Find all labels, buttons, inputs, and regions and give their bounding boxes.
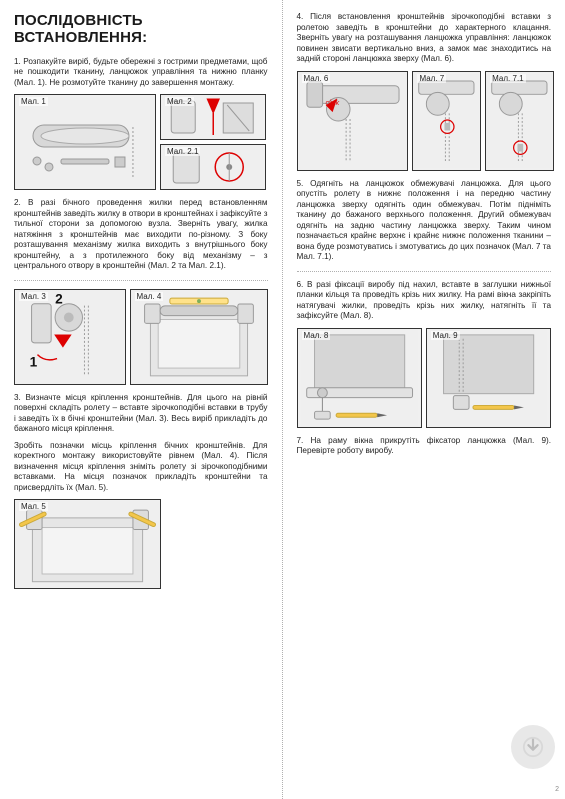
fig-label: Мал. 4: [135, 292, 164, 301]
svg-text:2: 2: [55, 291, 63, 306]
figure-5: Мал. 5: [14, 499, 161, 589]
figure-9: Мал. 9: [426, 328, 551, 428]
fig-label: Мал. 2.1: [165, 147, 200, 156]
fig-row-4: Мал. 6 click Мал. 7: [297, 71, 552, 171]
section-divider: [14, 280, 268, 281]
svg-text:1: 1: [30, 354, 38, 369]
fig6-illustration: [298, 72, 408, 170]
figure-6: Мал. 6 click: [297, 71, 409, 171]
step-3b-text: Зробіть позначки місць кріплення бічних …: [14, 441, 268, 494]
fig-label: Мал. 1: [19, 97, 48, 106]
figure-3: Мал. 3 1 2: [14, 289, 126, 385]
step-4-text: 4. Після встановлення кронштейнів зірочк…: [297, 12, 552, 65]
step-2-text: 2. В разі бічного проведення жилки перед…: [14, 198, 268, 272]
fig-row-3: Мал. 5: [14, 499, 268, 589]
fig-row-5: Мал. 8 Мал. 9: [297, 328, 552, 428]
fig-row-2: Мал. 3 1 2 Мал. 4: [14, 289, 268, 385]
figure-2: Мал. 2: [160, 94, 266, 140]
figure-1: Мал. 1: [14, 94, 156, 190]
fig-label: Мал. 2: [165, 97, 194, 106]
figure-2-1: Мал. 2.1: [160, 144, 266, 190]
fig-label: Мал. 9: [431, 331, 460, 340]
figure-8: Мал. 8: [297, 328, 422, 428]
figure-4: Мал. 4: [130, 289, 268, 385]
step-6-text: 6. В разі фіксації виробу під нахил, вст…: [297, 280, 552, 322]
figure-7-1: Мал. 7.1: [485, 71, 554, 171]
fig-label: Мал. 3: [19, 292, 48, 301]
fig-stack-2: Мал. 2 Мал. 2.1: [160, 94, 266, 190]
fig-label: Мал. 8: [302, 331, 331, 340]
watermark-icon: [511, 725, 555, 769]
fig-label: Мал. 7.1: [490, 74, 525, 83]
fig9-illustration: [427, 329, 550, 427]
click-label: click: [326, 100, 340, 107]
fig5-illustration: [15, 500, 160, 588]
step-1-text: 1. Розпакуйте виріб, будьте обережні з г…: [14, 57, 268, 89]
fig71-illustration: [486, 72, 553, 170]
fig-label: Мал. 7: [417, 74, 446, 83]
fig3-illustration: 1 2: [15, 290, 125, 384]
step-5-text: 5. Одягніть на ланцюжок обмежувачі ланцю…: [297, 179, 552, 263]
step-3a-text: 3. Визначте місця кріплення кронштейнів.…: [14, 393, 268, 435]
section-divider: [297, 271, 552, 272]
page-title: ПОСЛІДОВНІСТЬ ВСТАНОВЛЕННЯ:: [14, 12, 268, 47]
step-7-text: 7. На раму вікна прикрутіть фіксатор лан…: [297, 436, 552, 457]
right-column: 4. Після встановлення кронштейнів зірочк…: [283, 0, 565, 799]
fig1-illustration: [15, 95, 155, 189]
fig-label: Мал. 6: [302, 74, 331, 83]
page-number: 2: [555, 786, 559, 793]
fig-label: Мал. 5: [19, 502, 48, 511]
fig8-illustration: [298, 329, 421, 427]
fig4-illustration: [131, 290, 267, 384]
spacer: [165, 499, 267, 589]
page: ПОСЛІДОВНІСТЬ ВСТАНОВЛЕННЯ: 1. Розпакуйт…: [0, 0, 565, 799]
fig-row-1: Мал. 1 Мал. 2: [14, 94, 268, 190]
figure-7: Мал. 7: [412, 71, 481, 171]
left-column: ПОСЛІДОВНІСТЬ ВСТАНОВЛЕННЯ: 1. Розпакуйт…: [0, 0, 283, 799]
fig7-illustration: [413, 72, 480, 170]
